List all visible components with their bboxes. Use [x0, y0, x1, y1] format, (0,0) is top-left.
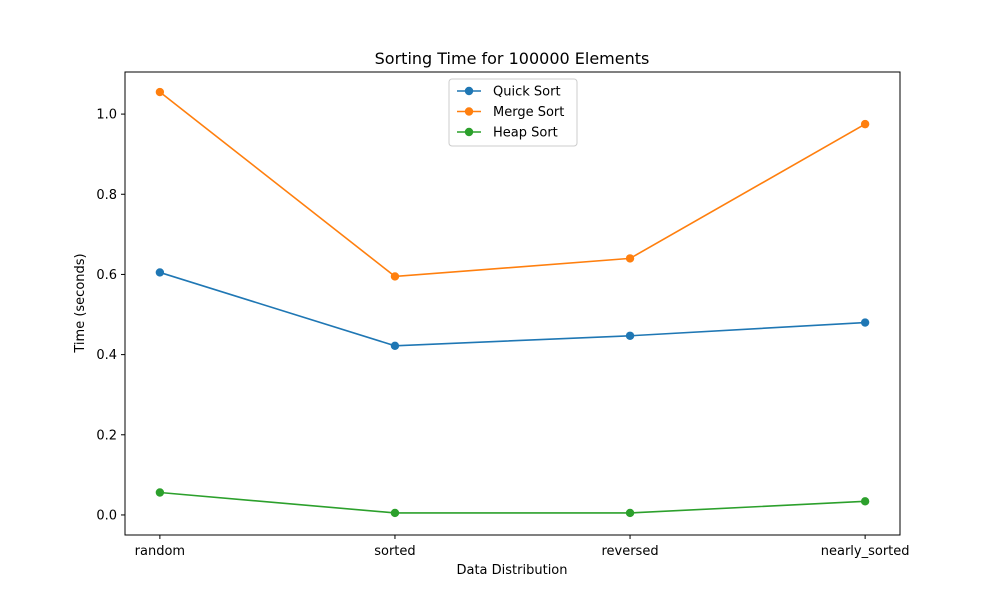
data-point-heap-sort — [860, 497, 870, 506]
data-point-heap-sort — [390, 508, 400, 518]
y-tick-label: 1.0 — [96, 108, 117, 123]
y-axis-label: Time (seconds) — [73, 253, 88, 353]
legend-marker-heap-sort — [464, 127, 474, 137]
y-tick-label: 0.6 — [96, 268, 117, 283]
data-point-merge-sort — [390, 272, 400, 281]
data-point-quick-sort — [860, 318, 870, 327]
legend: Quick Sort Merge Sort Heap Sort — [448, 78, 578, 147]
y-tick-label: 0.4 — [96, 348, 117, 363]
legend-label-merge-sort: Merge Sort — [493, 105, 564, 120]
series-line-merge-sort — [159, 91, 866, 278]
x-tick-label: sorted — [374, 544, 415, 559]
x-tick-label: nearly_sorted — [821, 544, 910, 559]
legend-marker-merge-sort — [464, 107, 474, 116]
data-point-quick-sort — [155, 268, 165, 277]
x-tick-label: reversed — [601, 544, 658, 559]
series-line-heap-sort — [159, 491, 866, 514]
y-tick-label: 0.8 — [96, 188, 117, 203]
legend-box — [448, 78, 578, 147]
data-point-merge-sort — [155, 87, 165, 97]
legend-label-quick-sort: Quick Sort — [493, 85, 561, 100]
x-tick-label: random — [135, 544, 185, 559]
data-point-quick-sort — [390, 341, 400, 350]
y-tick-label: 0.0 — [96, 508, 117, 523]
y-tick-label: 0.2 — [96, 428, 117, 443]
data-point-merge-sort — [860, 119, 870, 129]
data-point-merge-sort — [625, 254, 635, 263]
plot-frame — [124, 71, 901, 536]
data-point-heap-sort — [155, 488, 165, 497]
chart-title: Sorting Time for 100000 Elements — [375, 49, 650, 68]
series-line-quick-sort — [159, 271, 866, 347]
plot-area: 0.0 0.2 0.4 0.6 0.8 1.0 random sorted reversed ne… — [96, 71, 910, 559]
legend-label-heap-sort: Heap Sort — [493, 126, 558, 141]
data-point-heap-sort — [625, 508, 635, 518]
data-point-quick-sort — [625, 331, 635, 340]
legend-marker-quick-sort — [464, 86, 474, 96]
x-axis-label: Data Distribution — [456, 563, 567, 578]
